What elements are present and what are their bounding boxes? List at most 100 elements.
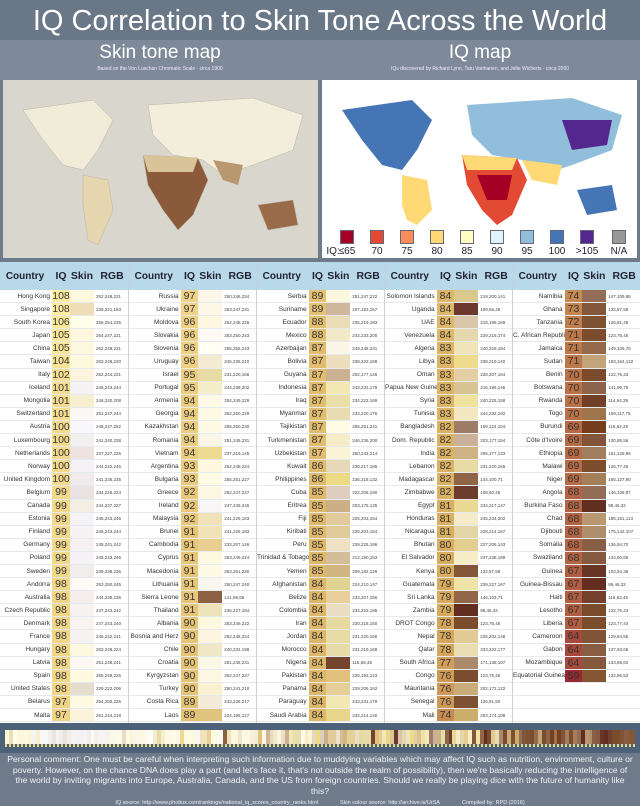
skin-swatch xyxy=(454,604,479,617)
country-name: Romania xyxy=(152,436,179,444)
strip-swatch xyxy=(580,730,585,744)
table-header: Country IQ Skin RGB xyxy=(0,262,128,290)
column-header: IQ xyxy=(567,269,580,282)
rgb-value: 99,46,32 xyxy=(608,581,626,587)
table-row: United Kingdom 100 241,235,235 xyxy=(0,473,128,487)
skin-swatch xyxy=(326,512,351,525)
iq-value: 84 xyxy=(308,656,327,669)
rgb-value: 159,124,104 xyxy=(480,424,506,430)
rgb-value: 224,195,127 xyxy=(224,712,250,718)
iq-value: 95 xyxy=(180,381,199,394)
strip-swatch xyxy=(141,730,146,744)
rgb-value: 254,250,225 xyxy=(96,699,122,705)
table-row: Mozambique 64 133,89,62 xyxy=(513,656,640,670)
table-row: Portugal 95 244,238,202 xyxy=(129,381,256,395)
strip-swatch xyxy=(277,730,282,744)
skin-swatch xyxy=(454,709,479,722)
rgb-value: 254,248,226 xyxy=(224,319,250,325)
table-row: Latvia 98 251,248,241 xyxy=(0,656,128,670)
skin-swatch xyxy=(326,290,351,303)
skin-swatch xyxy=(326,394,351,407)
country-name: Croatia xyxy=(157,659,179,667)
table-row: Guyana 87 202,177,146 xyxy=(257,368,384,382)
rgb-value: 146,108,87 xyxy=(608,489,631,495)
table-row: Bhutan 80 227,206,143 xyxy=(385,538,512,552)
rgb-value: 123,76,46 xyxy=(608,332,629,338)
rgb-value: 253,249,222 xyxy=(224,620,250,626)
country-name: Saudi Arabia xyxy=(269,711,307,719)
column-header: Country xyxy=(518,270,557,282)
iq-value: 87 xyxy=(308,381,327,394)
strip-swatch xyxy=(382,730,387,744)
skin-swatch xyxy=(454,538,479,551)
country-name: Ukraine xyxy=(156,305,179,313)
table-row: Angola 68 146,108,87 xyxy=(513,486,640,500)
rgb-value: 254,249,229 xyxy=(224,398,250,404)
strip-swatch xyxy=(596,730,601,744)
column-header: Skin xyxy=(455,270,478,282)
strip-swatch xyxy=(289,730,293,744)
iq-value: 83 xyxy=(436,342,455,355)
strip-swatch xyxy=(483,730,488,744)
strip-swatch xyxy=(366,730,371,744)
skin-swatch xyxy=(70,538,94,551)
strip-swatch xyxy=(36,730,41,744)
column-header: Skin xyxy=(70,270,94,282)
rgb-value: 98,46,32 xyxy=(608,503,626,509)
rgb-value: 230,218,160 xyxy=(352,620,378,626)
skin-swatch xyxy=(198,460,223,473)
iq-value: 71 xyxy=(564,342,583,355)
skin-swatch xyxy=(326,709,351,722)
strip-swatch xyxy=(553,730,558,744)
skin-swatch xyxy=(582,512,607,525)
iq-value: 84 xyxy=(436,303,455,316)
table-row: Netherlands 100 237,227,225 xyxy=(0,447,128,461)
rgb-value: 123,77,44 xyxy=(608,620,629,626)
rgb-value: 114,64,39 xyxy=(608,398,628,404)
table-row: Suriname 89 207,183,157 xyxy=(257,303,384,317)
country-name: Algeria xyxy=(414,344,435,352)
rgb-value: 234,223,195 xyxy=(352,607,378,613)
strip-swatch xyxy=(71,730,76,744)
iq-value: 80 xyxy=(436,538,455,551)
skin-swatch xyxy=(198,617,223,630)
strip-swatch xyxy=(573,730,577,744)
country-name: Botswana xyxy=(534,384,563,392)
skin-swatch xyxy=(70,578,94,591)
footer: Personal comment: One must be careful wh… xyxy=(0,753,640,806)
skin-swatch xyxy=(70,617,94,630)
column-header: Country xyxy=(262,270,301,282)
country-name: Papua New Guinea xyxy=(385,384,437,392)
iq-value: 108 xyxy=(52,303,70,316)
rgb-value: 134,90,65 xyxy=(608,555,629,561)
iq-value: 78 xyxy=(436,630,455,643)
country-name: South Africa xyxy=(399,659,435,667)
rgb-value: 227,206,143 xyxy=(480,542,506,548)
iq-value: 108 xyxy=(52,290,70,303)
country-name: Colombia xyxy=(279,606,307,614)
table-row: Italy 102 252,244,221 xyxy=(0,368,128,382)
rgb-value: 130,85,56 xyxy=(608,437,629,443)
iq-value: 91 xyxy=(180,564,199,578)
skin-swatch xyxy=(582,525,607,538)
table-header: Country IQ Skin RGB xyxy=(513,262,640,290)
rgb-value: 252,246,224 xyxy=(224,633,250,639)
iq-value: 74 xyxy=(564,290,583,303)
rgb-value: 246,242,241 xyxy=(96,633,122,639)
skin-swatch xyxy=(198,525,223,538)
strip-swatch xyxy=(90,730,95,744)
table-row: Austria 100 248,247,252 xyxy=(0,420,128,435)
skin-swatch xyxy=(582,407,607,420)
rgb-value: 231,219,169 xyxy=(352,647,378,653)
country-name: Uganda xyxy=(411,305,435,313)
strip-swatch xyxy=(106,730,111,744)
column-header: IQ xyxy=(439,269,452,282)
country-name: Andorra xyxy=(26,580,50,588)
strip-swatch xyxy=(269,730,274,744)
table-row: El Salvador 80 247,238,199 xyxy=(385,551,512,565)
skin-swatch xyxy=(326,434,351,447)
country-name: Kazakhstan xyxy=(144,423,179,431)
strip-swatch xyxy=(495,730,500,744)
strip-swatch xyxy=(16,730,21,744)
table-row: Poland 99 245,243,246 xyxy=(0,551,128,565)
